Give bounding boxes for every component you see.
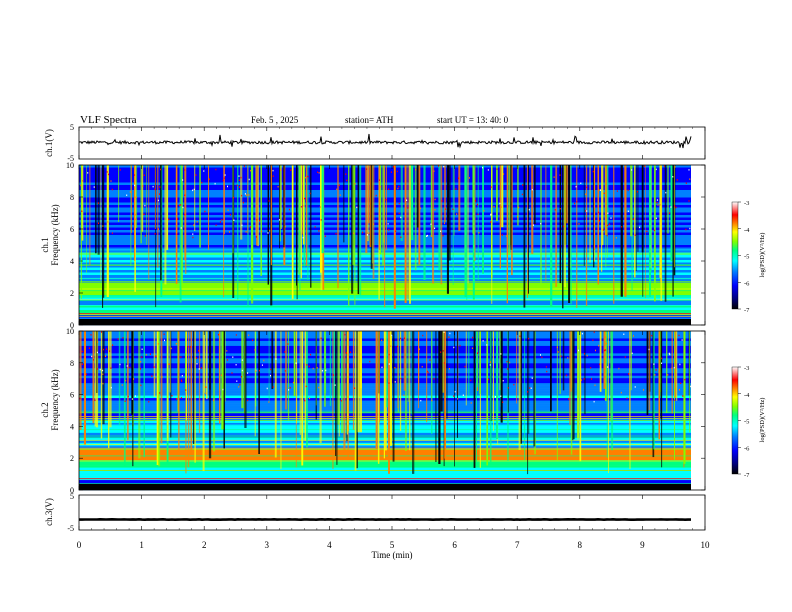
x-tick-label: 10 <box>701 540 711 550</box>
x-tick-label: 5 <box>390 540 395 550</box>
x-tick-label: 0 <box>77 540 82 550</box>
figure-title: VLF Spectra <box>80 114 137 126</box>
ch2-spec-ylabel-frequency: Frequency (kHz) <box>50 369 60 430</box>
x-tick-label: 6 <box>452 540 457 550</box>
ch2-spectrogram-heatmap <box>79 331 692 491</box>
ch2-colorbar-label: log(PSD)(V²/Hz) <box>759 398 766 443</box>
x-tick-label: 9 <box>640 540 645 550</box>
start-time-label: start UT = 13: 40: 0 <box>437 115 509 125</box>
colorbar-tick-label: -7 <box>744 307 750 314</box>
x-tick-label: 1 <box>139 540 144 550</box>
colorbar-tick-label: -4 <box>744 227 750 234</box>
colorbar-tick-label: -3 <box>744 365 749 372</box>
y-tick-label: 6 <box>70 391 74 400</box>
y-tick-label: 2 <box>70 289 74 298</box>
ch3-ytick-top: 5 <box>70 492 74 501</box>
ch1-spec-ylabel-frequency: Frequency (kHz) <box>50 204 60 265</box>
ch3-waveform-panel: 5 -5 ch.3(V) <box>44 492 706 533</box>
colorbar-tick-label: -4 <box>744 392 750 399</box>
x-tick-label: 7 <box>515 540 520 550</box>
station-label: station= ATH <box>345 115 394 125</box>
ch1-ytick-bottom: -5 <box>67 154 74 163</box>
colorbar-tick-label: -7 <box>744 472 750 479</box>
x-tick-label: 4 <box>327 540 332 550</box>
ch1-colorbar <box>731 201 739 310</box>
x-tick-label: 2 <box>202 540 207 550</box>
y-tick-label: 4 <box>70 422 74 431</box>
ch1-spec-ylabel: ch.1 <box>40 237 50 252</box>
colorbar-tick-label: -5 <box>744 254 749 261</box>
colorbar-tick-label: -5 <box>744 419 749 426</box>
y-tick-label: 10 <box>66 161 74 170</box>
y-tick-label: 6 <box>70 225 74 234</box>
y-tick-label: 0 <box>70 321 74 330</box>
y-tick-label: 8 <box>70 359 74 368</box>
ch2-spec-ylabel: ch.2 <box>40 402 50 417</box>
ch1-colorbar-label: log(PSD)(V²/Hz) <box>759 233 766 278</box>
ch1-spectrogram-heatmap <box>79 165 691 326</box>
x-tick-label: 8 <box>578 540 583 550</box>
ch1-waveform-line <box>78 133 692 149</box>
y-tick-label: 0 <box>70 486 74 495</box>
colorbar-tick-label: -6 <box>744 280 750 287</box>
ch1-waveform-panel: 5 -5 ch.1(V) <box>44 123 706 163</box>
ch3-ylabel: ch.3(V) <box>44 498 54 526</box>
x-axis-label: Time (min) <box>372 550 413 560</box>
y-tick-label: 10 <box>66 327 74 336</box>
y-tick-label: 8 <box>70 193 74 202</box>
ch2-colorbar <box>731 366 739 475</box>
x-tick-label: 3 <box>265 540 270 550</box>
colorbar-tick-label: -3 <box>744 200 749 207</box>
colorbar-tick-label: -6 <box>744 445 750 452</box>
ch1-ylabel: ch.1(V) <box>44 129 54 157</box>
x-axis: 0 1 2 3 4 5 6 7 8 9 10 <box>77 127 710 550</box>
date-label: Feb. 5 , 2025 <box>251 115 299 125</box>
y-tick-label: 4 <box>70 257 74 266</box>
ch1-ytick-top: 5 <box>70 123 74 132</box>
y-tick-label: 2 <box>70 454 74 463</box>
ch3-ytick-bottom: -5 <box>67 524 74 533</box>
